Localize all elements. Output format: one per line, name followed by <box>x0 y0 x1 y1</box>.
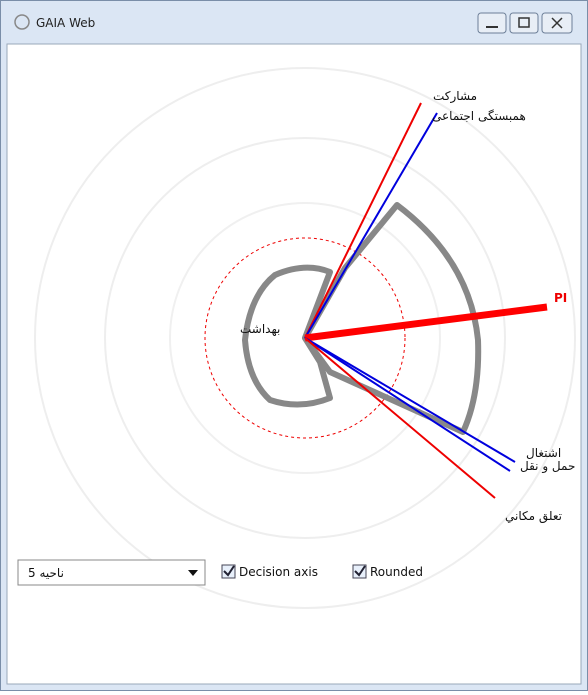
app-icon <box>14 14 30 30</box>
decision-shape <box>242 264 333 408</box>
client-area <box>6 43 582 685</box>
dashed-circle <box>204 237 406 439</box>
window-title: GAIA Web <box>36 16 95 30</box>
gaia-plot <box>34 67 576 609</box>
criterion-axis <box>304 102 422 339</box>
criterion-axis <box>304 112 438 339</box>
window-buttons <box>477 12 573 34</box>
circle <box>169 202 441 474</box>
axis-label: حمل و نقل <box>520 459 575 474</box>
pi-axis <box>304 303 548 342</box>
axis-label: مشاركت <box>433 89 477 104</box>
criterion-axis <box>304 337 511 472</box>
checkbox-label: Decision axis <box>239 565 318 579</box>
region-dropdown[interactable] <box>17 559 206 586</box>
axis-label: بهداشت <box>240 322 280 336</box>
minimize-button[interactable] <box>477 12 507 34</box>
axis-label: تعلق مكاني <box>505 509 562 524</box>
dropdown-arrow <box>188 570 198 576</box>
pi-label: PI <box>554 291 567 305</box>
circle <box>34 67 576 609</box>
dropdown-value: ناحیه 5 <box>28 566 64 580</box>
axis-label: اشتغال <box>526 446 561 460</box>
axis-label: همبستگی اجتماعی <box>432 109 526 123</box>
circle <box>104 137 506 539</box>
checkbox-label: Rounded <box>370 565 423 579</box>
maximize-button[interactable] <box>509 12 539 34</box>
controls: ناحیه 5 Decision axis Rounded <box>17 559 423 586</box>
criterion-axis <box>304 337 516 463</box>
decision-shape <box>302 202 482 435</box>
criterion-axis <box>304 337 496 499</box>
